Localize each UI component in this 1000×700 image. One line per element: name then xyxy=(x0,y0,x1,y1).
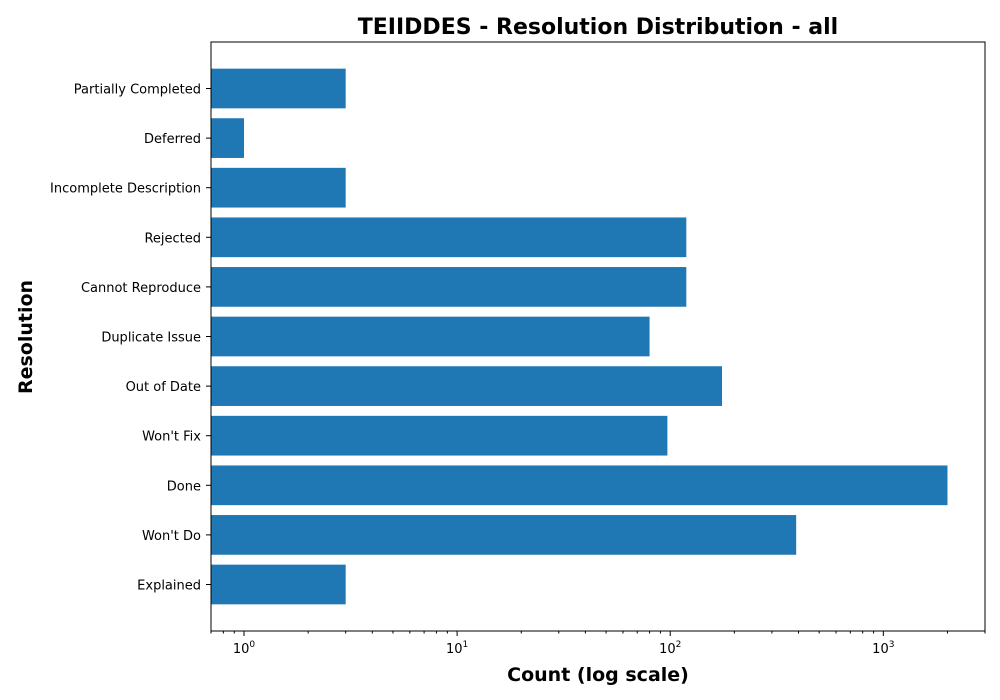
y-tick-label: Partially Completed xyxy=(74,83,201,98)
x-tick-base: 10 xyxy=(446,642,463,657)
x-tick-base: 10 xyxy=(659,642,676,657)
bar-partially-completed xyxy=(211,68,346,109)
x-tick-label: 102 xyxy=(659,640,681,657)
x-tick-exponent: 0 xyxy=(249,640,255,650)
x-axis-ticks: 100 101 102 103 xyxy=(210,631,986,657)
bar-done xyxy=(211,465,948,506)
y-tick-label: Duplicate Issue xyxy=(101,331,201,346)
y-tick-label: Out of Date xyxy=(126,380,201,395)
y-tick-label: Won't Do xyxy=(142,529,201,544)
y-tick-label: Deferred xyxy=(144,132,201,147)
x-tick-exponent: 2 xyxy=(676,640,682,650)
x-axis-label: Count (log scale) xyxy=(507,664,689,686)
chart-title: TEIIDDES - Resolution Distribution - all xyxy=(358,15,838,40)
y-tick-label: Won't Fix xyxy=(142,430,201,445)
x-tick-exponent: 3 xyxy=(889,640,895,650)
x-tick-label: 100 xyxy=(233,640,256,657)
bar-explained xyxy=(211,564,346,605)
bar-won-t-fix xyxy=(211,415,668,456)
bar-deferred xyxy=(211,118,245,158)
bar-out-of-date xyxy=(211,366,723,406)
bars-layer xyxy=(211,68,948,605)
bar-cannot-reproduce xyxy=(211,267,687,307)
x-tick-base: 10 xyxy=(872,642,889,657)
y-axis-label: Resolution xyxy=(15,280,37,394)
y-tick-label: Explained xyxy=(137,579,201,594)
x-tick-exponent: 1 xyxy=(463,640,469,650)
bar-incomplete-description xyxy=(211,167,346,208)
x-tick-label: 101 xyxy=(446,640,468,657)
x-tick-label: 103 xyxy=(872,640,894,657)
y-tick-label: Rejected xyxy=(144,231,201,246)
x-tick-base: 10 xyxy=(233,642,250,657)
bar-duplicate-issue xyxy=(211,316,650,357)
bar-won-t-do xyxy=(211,515,797,555)
y-tick-label: Incomplete Description xyxy=(50,182,201,197)
bar-rejected xyxy=(211,217,687,258)
y-tick-label: Done xyxy=(167,479,201,494)
y-axis-ticks: Explained Won't Do Done Won't Fix Out of Dat… xyxy=(50,83,211,594)
y-tick-label: Cannot Reproduce xyxy=(81,281,201,296)
